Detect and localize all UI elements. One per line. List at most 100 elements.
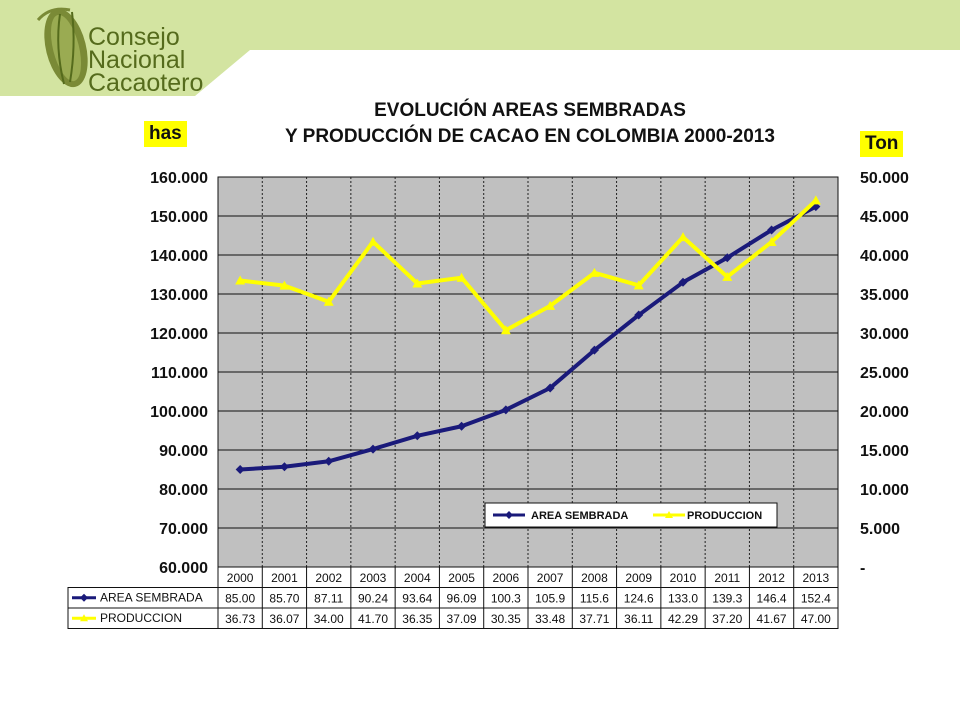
data-point-area-sembrada [545,383,555,393]
data-label-area-sembrada: 85.00 [225,592,255,606]
x-tick-label: 2002 [315,571,342,585]
data-label-produccion: 34.00 [314,612,344,626]
left-tick-label: 90.000 [159,443,208,460]
legend-marker-produccion [665,511,673,518]
logo-line-nacional: Nacional [88,46,186,74]
x-tick-label: 2005 [448,571,475,585]
data-point-area-sembrada [412,431,422,441]
data-label-produccion: 37.71 [579,612,609,626]
legend-box [484,502,778,528]
data-point-area-sembrada [501,405,511,415]
plot-layer: 60.000 70.000 80.000 90.000 100.000 110.000 12… [150,170,909,577]
data-point-produccion [500,325,511,335]
right-tick-label: 30.000 [860,326,909,343]
data-point-produccion [678,232,688,242]
data-point-produccion [545,300,556,310]
data-point-produccion [279,280,290,290]
left-tick-label: 150.000 [150,209,208,226]
data-label-produccion: 47.00 [801,612,831,626]
chart-title-line-1: EVOLUCIÓN AREAS SEMBRADAS [374,100,686,121]
logo-line-consejo: Consejo [88,23,180,51]
header-band [0,0,960,96]
data-point-area-sembrada [767,225,777,235]
right-tick-label: 35.000 [860,287,909,304]
x-tick-label: 2009 [625,571,652,585]
data-label-produccion: 41.67 [757,612,787,626]
chart-title: EVOLUCIÓN AREAS SEMBRADAS Y PRODUCCIÓN D… [180,98,880,150]
data-label-area-sembrada: 100.3 [491,592,521,606]
left-tick-label: 100.000 [150,404,208,421]
x-tick-label: 2011 [714,571,740,585]
data-label-area-sembrada: 105.9 [535,592,565,606]
data-label-area-sembrada: 146.4 [757,592,787,606]
left-tick-label: 70.000 [159,521,208,538]
data-point-area-sembrada [324,456,334,466]
x-tick-label: 2006 [493,571,520,585]
x-tick-label: 2003 [360,571,387,585]
x-tick-label: 2010 [670,571,697,585]
x-tick-label: 2004 [404,571,431,585]
data-label-produccion: 37.20 [712,612,742,626]
series-line-produccion [239,198,818,333]
chart-title-line-2: Y PRODUCCIÓN DE CACAO EN COLOMBIA 2000-2… [285,126,775,147]
data-point-produccion [235,275,246,285]
logo-line-cacaotero: Cacaotero [88,69,204,97]
data-point-area-sembrada [722,253,732,263]
right-tick-label: 50.000 [860,170,909,187]
table-legend-marker-area-sembrada [80,593,88,602]
data-point-produccion [589,267,600,277]
data-label-area-sembrada: 85.70 [269,592,299,606]
legend-label-produccion: PRODUCCION [687,510,762,522]
data-point-produccion [323,296,334,306]
data-label-produccion: 36.07 [269,612,299,626]
right-axis-unit: Ton [860,131,904,157]
data-label-produccion: 36.11 [624,612,653,626]
data-label-area-sembrada: 93.64 [402,592,432,606]
data-point-area-sembrada [634,310,644,320]
data-label-produccion: 42.29 [668,612,698,626]
data-label-produccion: 36.35 [402,612,432,626]
left-tick-label: 140.000 [150,248,208,265]
data-label-area-sembrada: 115.6 [580,592,609,606]
right-tick-label: 40.000 [860,248,909,265]
left-tick-label: 60.000 [159,560,208,577]
right-tick-label: 10.000 [860,482,909,499]
right-tick-label: 5.000 [860,521,900,538]
x-tick-label: 2007 [537,571,564,585]
data-label-produccion: 36.73 [225,612,255,626]
data-point-produccion [766,236,777,246]
data-point-area-sembrada [589,345,599,355]
header-banner [0,0,960,96]
data-point-area-sembrada [279,462,289,472]
data-point-produccion [412,278,423,288]
data-point-produccion [810,195,821,205]
series-line-area-sembrada [240,204,817,472]
x-tick-label: 2000 [227,571,254,585]
data-point-area-sembrada [678,277,688,287]
x-tick-label: 2001 [271,571,298,585]
right-tick-label: 20.000 [860,404,909,421]
data-point-produccion [456,272,467,282]
x-tick-label: 2013 [803,571,830,585]
table-series-name-area-sembrada: AREA SEMBRADA [100,591,203,605]
data-label-produccion: 33.48 [535,612,565,626]
data-label-area-sembrada: 139.3 [712,592,742,606]
data-label-area-sembrada: 90.24 [358,592,388,606]
data-table: 2000 2001 2002 2003 2004 2005 2006 2007 2008 2009… [67,566,839,629]
data-point-produccion [633,280,644,290]
table-series-name-produccion: PRODUCCION [100,611,182,625]
x-tick-label: 2012 [758,571,785,585]
data-label-produccion: 41.70 [358,612,388,626]
data-point-area-sembrada [457,421,467,431]
right-tick-label: 25.000 [860,365,909,382]
left-tick-label: 160.000 [150,170,208,187]
chart-legend: AREA SEMBRADA PRODUCCION [484,502,778,528]
data-point-area-sembrada [235,465,245,474]
legend-label-area-sembrada: AREA SEMBRADA [531,510,628,522]
left-tick-label: 110.000 [151,365,208,382]
data-point-produccion [722,271,733,281]
left-tick-label: 80.000 [159,482,208,499]
right-tick-label: - [860,560,865,577]
left-axis-unit: has [144,121,187,147]
